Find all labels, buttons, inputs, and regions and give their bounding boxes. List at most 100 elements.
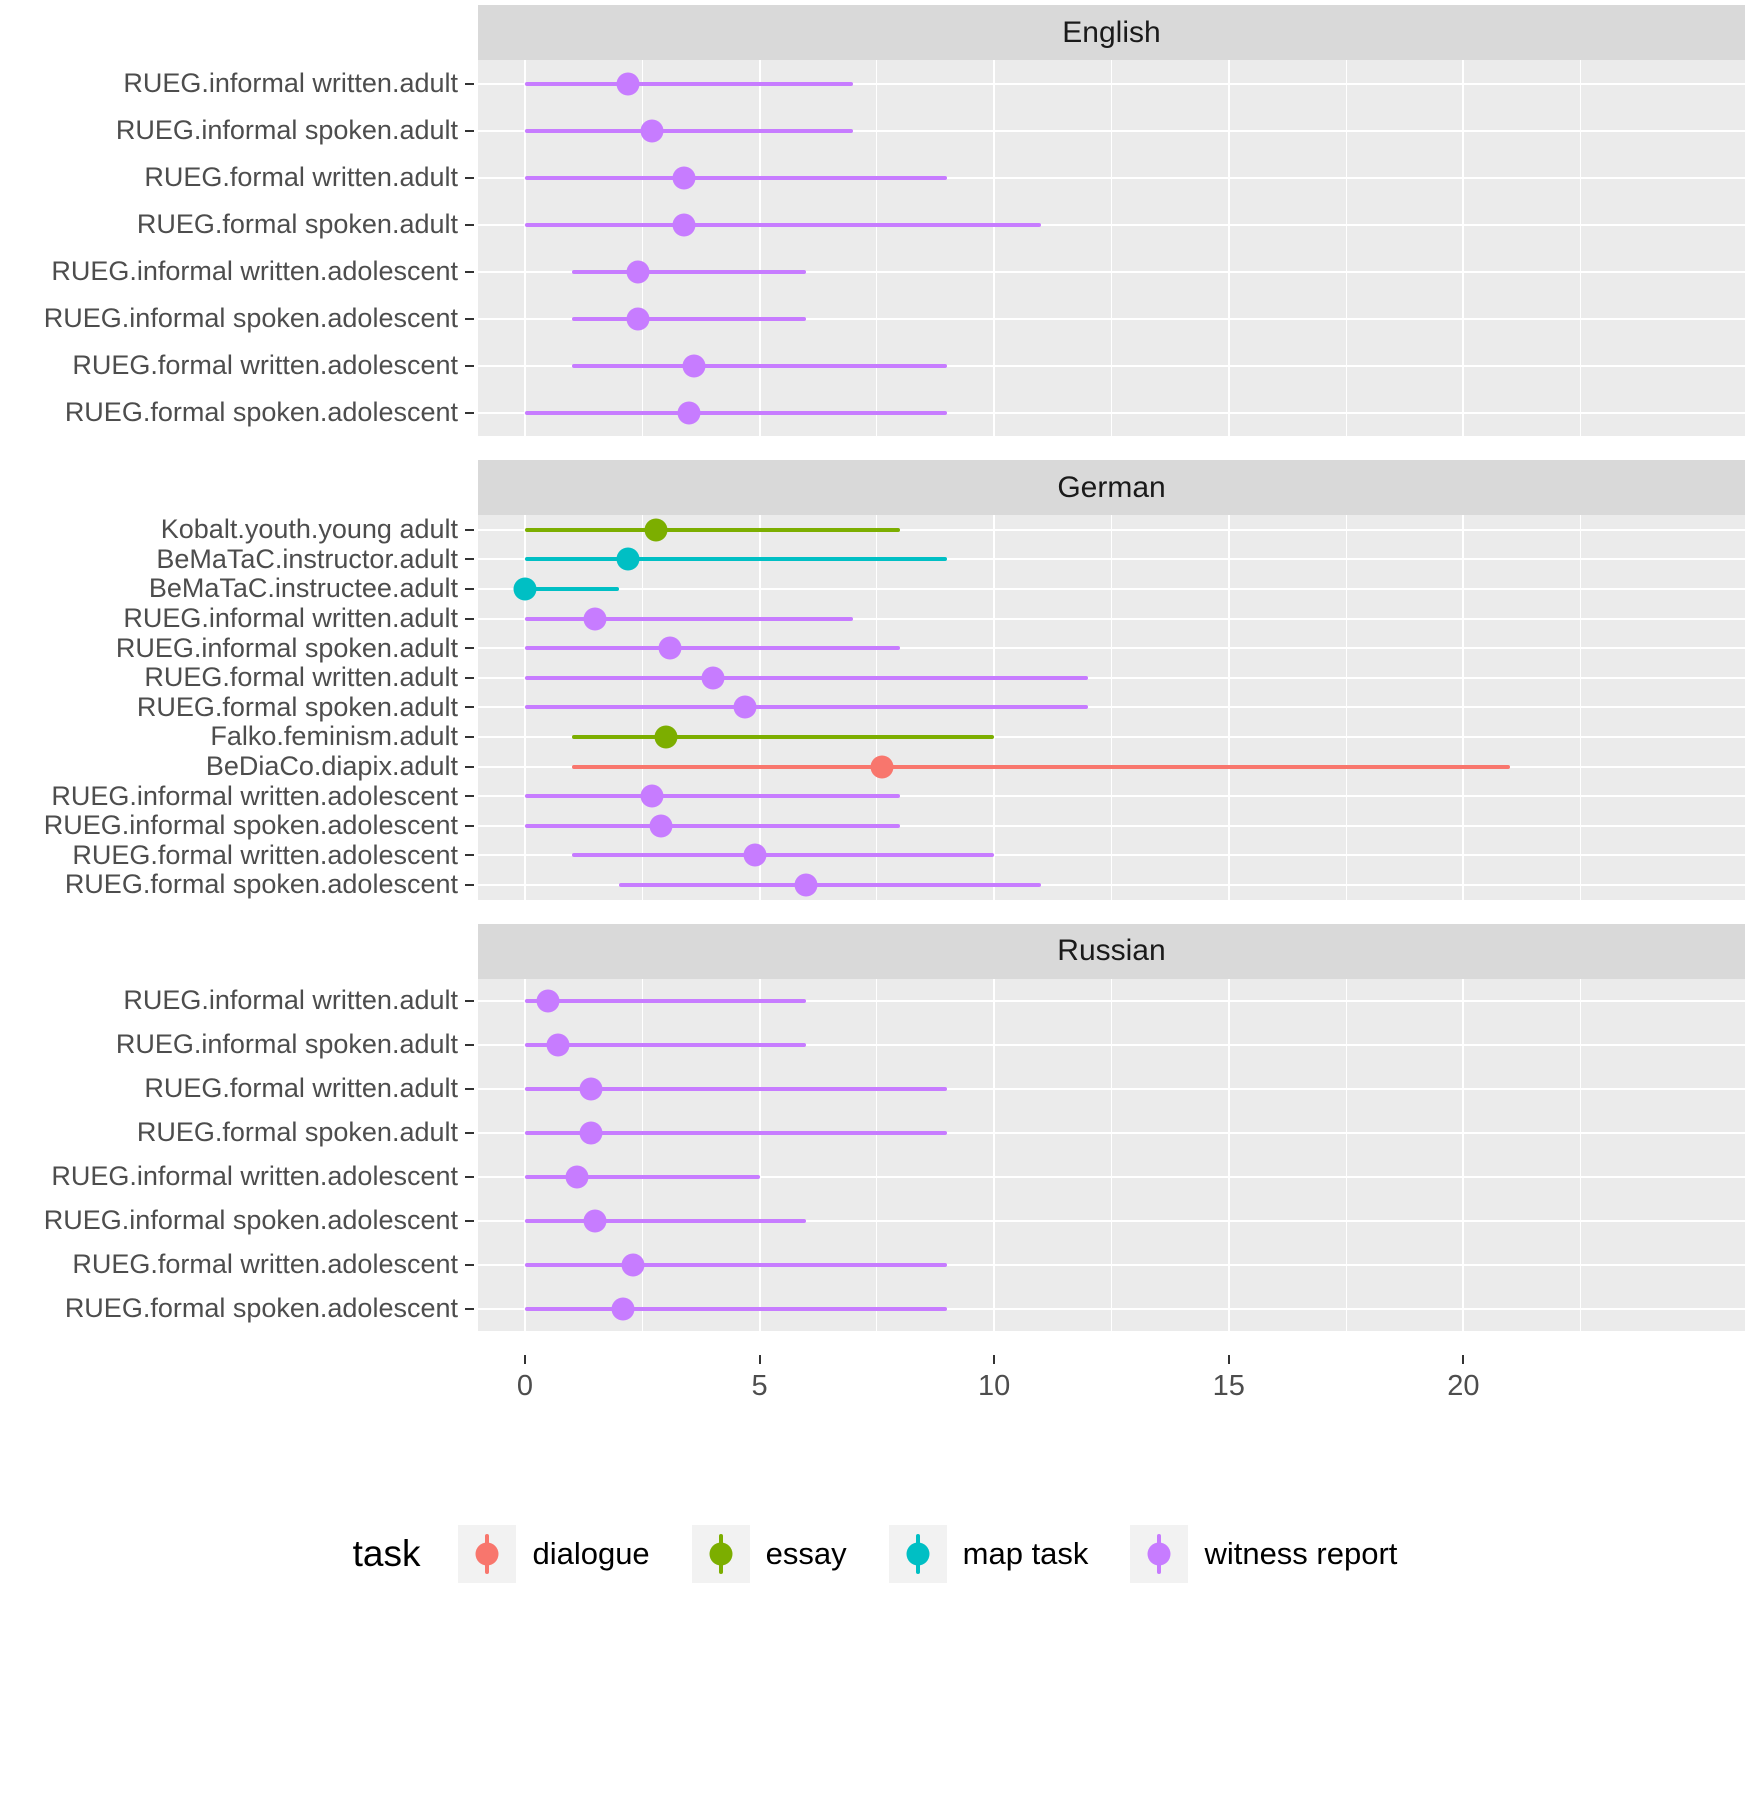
y-axis-label: RUEG.formal spoken.adult: [0, 1111, 478, 1155]
y-axis-tick: [465, 82, 474, 85]
y-axis-label: BeMaTaC.instructee.adult: [0, 573, 478, 604]
gridline-minor: [641, 60, 643, 436]
y-axis-label-text: Kobalt.youth.young adult: [160, 514, 458, 545]
y-axis-label: BeMaTaC.instructor.adult: [0, 544, 478, 575]
y-axis-label-text: RUEG.informal written.adult: [123, 985, 458, 1016]
y-axis-label: RUEG.formal written.adult: [0, 662, 478, 693]
y-axis-label-text: RUEG.formal spoken.adult: [136, 209, 458, 239]
y-axis-label-text: RUEG.formal written.adolescent: [72, 350, 458, 380]
gridline-horizontal: [478, 795, 1745, 798]
y-axis-label: RUEG.informal spoken.adult: [0, 1023, 478, 1067]
x-axis-tick: [758, 1354, 761, 1364]
gridline-minor: [876, 978, 878, 1331]
y-axis-label: RUEG.formal written.adult: [0, 154, 478, 201]
y-axis-label: RUEG.informal spoken.adolescent: [0, 810, 478, 841]
y-axis-label-text: RUEG.formal spoken.adult: [136, 1117, 458, 1148]
legend-label: map task: [962, 1535, 1089, 1571]
gridline-horizontal: [478, 824, 1745, 827]
y-axis: RUEG.informal written.adult RUEG.informal…: [0, 60, 478, 436]
facet-russian: Russian RUEG.informal written.adult RUEG.i…: [0, 923, 1750, 1331]
range-line: [524, 705, 1089, 710]
gridline-major: [1227, 60, 1230, 436]
gridline-horizontal: [478, 736, 1745, 738]
range-line: [524, 1218, 807, 1223]
gridline-horizontal: [478, 528, 1745, 531]
y-axis-label: RUEG.informal spoken.adult: [0, 633, 478, 663]
y-axis-label-text: RUEG.formal spoken.adolescent: [64, 397, 458, 427]
y-axis-tick: [465, 558, 474, 561]
range-line: [571, 853, 995, 858]
x-axis-label: 15: [1212, 1369, 1245, 1402]
range-line: [524, 646, 901, 651]
gridline-horizontal: [478, 617, 1745, 620]
range-line: [571, 735, 995, 739]
y-axis-label-text: RUEG.formal written.adult: [144, 162, 458, 192]
legend-item-map-task: map task: [888, 1524, 1089, 1583]
range-line: [524, 1262, 948, 1267]
point-estimate: [870, 755, 894, 779]
gridline-minor: [1111, 60, 1112, 436]
range-line: [524, 675, 1089, 680]
y-axis-label: RUEG.informal spoken.adolescent: [0, 295, 478, 342]
y-axis-label: Kobalt.youth.young adult: [0, 514, 478, 545]
x-axis-tick: [523, 1354, 526, 1364]
facet-german: German Kobalt.youth.young adult BeMaTaC.in…: [0, 460, 1750, 900]
y-axis-label: RUEG.formal spoken.adult: [0, 692, 478, 723]
range-line: [524, 1130, 948, 1135]
gridline-minor: [641, 978, 643, 1331]
point-estimate: [658, 636, 682, 660]
range-line: [524, 823, 901, 828]
x-axis-tick: [1227, 1354, 1230, 1364]
legend-label: essay: [765, 1535, 847, 1571]
range-line: [571, 316, 807, 321]
x-axis: 0 5 10 15 20: [478, 1354, 1745, 1407]
y-axis-label-text: RUEG.formal written.adult: [144, 662, 458, 693]
y-axis-label-text: RUEG.formal spoken.adolescent: [64, 1293, 458, 1324]
point-estimate: [626, 260, 650, 283]
y-axis-label-text: RUEG.informal spoken.adolescent: [43, 810, 458, 841]
y-axis-label: RUEG.informal written.adolescent: [0, 1155, 478, 1199]
gridline-horizontal: [478, 223, 1745, 226]
legend-key-pointrange-icon: [888, 1524, 947, 1583]
y-axis-tick: [465, 854, 474, 857]
y-axis-label: RUEG.informal written.adult: [0, 603, 478, 634]
gridline-major: [1462, 978, 1465, 1331]
y-axis-label: RUEG.informal written.adult: [0, 60, 478, 107]
y-axis-label: RUEG.informal written.adolescent: [0, 248, 478, 295]
y-axis-tick: [465, 999, 474, 1002]
gridline-horizontal: [478, 129, 1745, 132]
y-axis-tick: [465, 223, 474, 226]
legend-item-essay: essay: [691, 1524, 847, 1583]
gridline-major: [523, 60, 526, 436]
legend-label: dialogue: [532, 1535, 650, 1571]
range-line: [524, 128, 854, 133]
gridline-minor: [1345, 60, 1347, 436]
gridline-horizontal: [478, 884, 1745, 886]
point-estimate: [743, 843, 767, 867]
x-axis-tick: [1462, 1354, 1465, 1364]
plot-panel: [478, 515, 1745, 900]
y-axis-tick: [465, 176, 474, 179]
y-axis-tick: [465, 587, 474, 590]
gridline-minor: [1580, 978, 1582, 1331]
point-estimate: [536, 989, 560, 1013]
gridline-horizontal: [478, 1219, 1745, 1222]
point-estimate: [579, 1121, 603, 1145]
y-axis-tick: [465, 364, 474, 367]
y-axis-label: RUEG.formal written.adolescent: [0, 1243, 478, 1287]
gridline-minor: [1580, 60, 1582, 436]
y-axis-tick: [465, 1219, 474, 1222]
gridline-horizontal: [478, 317, 1745, 320]
y-axis-label-text: BeDiaCo.diapix.adult: [205, 751, 458, 782]
y-axis-label: RUEG.formal written.adolescent: [0, 342, 478, 389]
y-axis-tick: [465, 1307, 474, 1310]
plot-panel: [478, 978, 1745, 1331]
gridline-horizontal: [478, 364, 1745, 367]
point-estimate: [672, 166, 696, 189]
point-estimate: [672, 213, 696, 236]
range-line: [618, 883, 1042, 887]
gridline-major: [1227, 978, 1230, 1331]
gridline-major: [993, 60, 996, 436]
range-line: [524, 1306, 948, 1311]
gridline-horizontal: [478, 1043, 1745, 1046]
